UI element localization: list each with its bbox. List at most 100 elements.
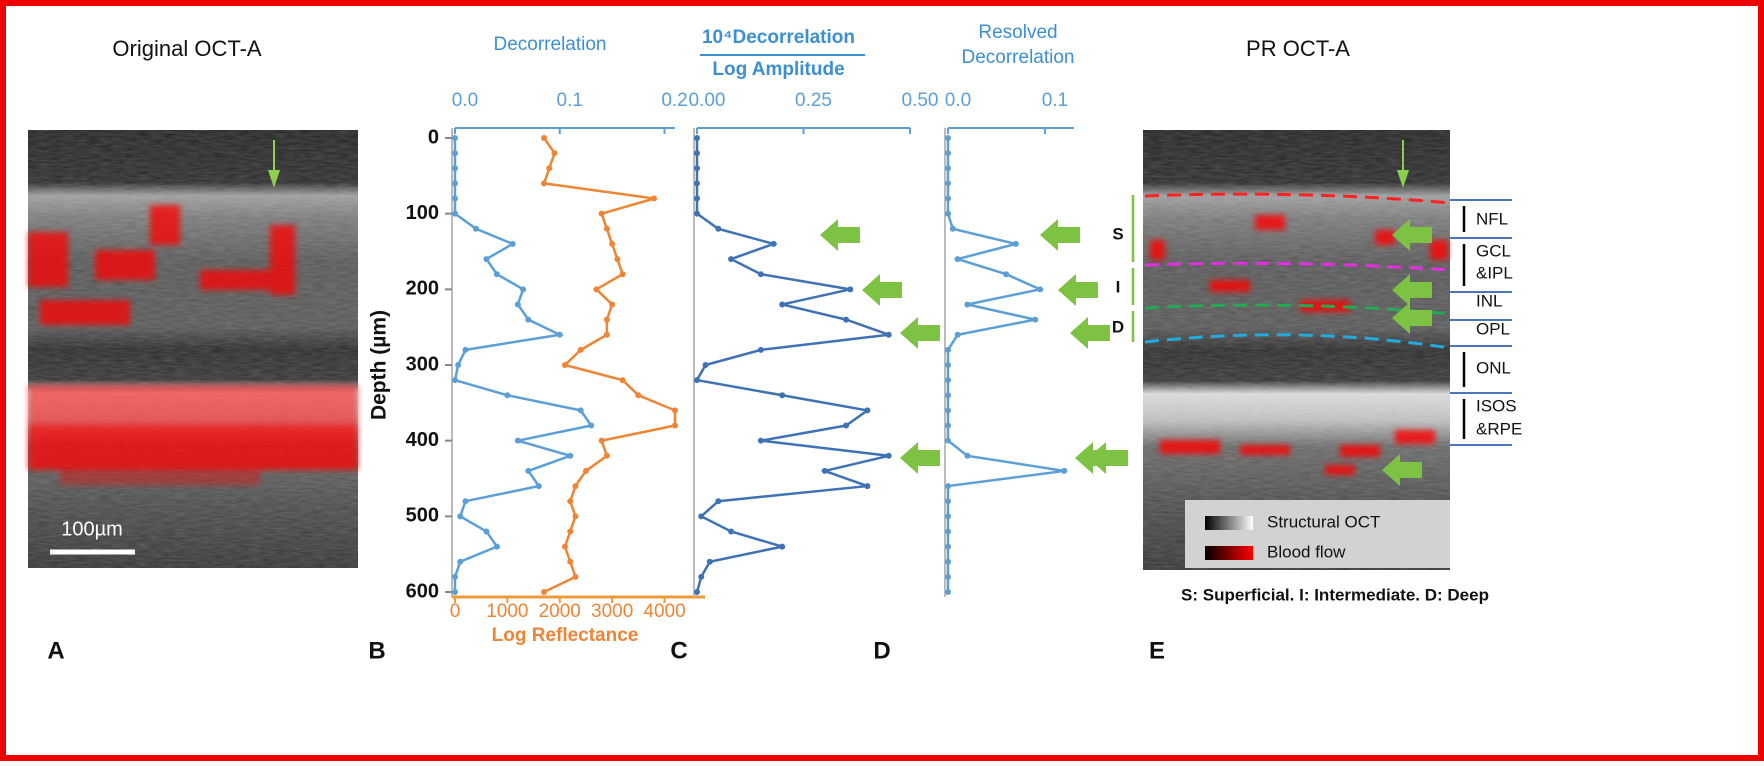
point [698, 574, 704, 580]
point [715, 226, 721, 232]
y-tick-label: 600 [406, 580, 439, 602]
point [515, 301, 521, 307]
legend-swatch [1205, 546, 1253, 560]
point [541, 135, 547, 141]
x-axis-title: Decorrelation [494, 34, 607, 55]
point [567, 498, 573, 504]
point [945, 196, 951, 202]
layer-label: ONL [1476, 358, 1511, 377]
point [620, 377, 626, 383]
point [1061, 468, 1067, 474]
point [552, 150, 558, 156]
annotation-arrow [1040, 219, 1080, 251]
x-tick-label: 0.1 [1042, 90, 1068, 111]
point [593, 286, 599, 292]
plexus-label: I [1116, 277, 1121, 296]
point [694, 589, 700, 595]
point [945, 347, 951, 353]
point [771, 241, 777, 247]
point [604, 332, 610, 338]
point [694, 196, 700, 202]
point [588, 423, 594, 429]
point [728, 256, 734, 262]
point [525, 317, 531, 323]
legend-swatch [1205, 516, 1253, 530]
point [694, 211, 700, 217]
point [457, 559, 463, 565]
point [945, 362, 951, 368]
point [452, 196, 458, 202]
point [843, 317, 849, 323]
x-tick-label: 0.2 [661, 90, 687, 111]
x-tick-label: 0.25 [795, 90, 832, 111]
point [945, 165, 951, 171]
plexus-label: S [1112, 224, 1123, 243]
point [562, 362, 568, 368]
point [945, 589, 951, 595]
point [945, 211, 951, 217]
oct-texture [28, 130, 358, 568]
layer-label: NFL [1476, 209, 1508, 228]
point [950, 226, 956, 232]
y-tick-label: 400 [406, 429, 439, 451]
layer-label: GCL [1476, 241, 1511, 260]
layer-label: &RPE [1476, 419, 1522, 438]
point [452, 589, 458, 595]
point [945, 392, 951, 398]
legend-label: Structural OCT [1267, 512, 1380, 531]
point [758, 271, 764, 277]
point [572, 483, 578, 489]
point [822, 468, 828, 474]
point [694, 377, 700, 383]
layer-label: OPL [1476, 319, 1510, 338]
point [694, 135, 700, 141]
point [452, 135, 458, 141]
point [779, 392, 785, 398]
x2-tick-label: 0 [450, 601, 461, 622]
point [945, 180, 951, 186]
y-tick-label: 300 [406, 353, 439, 375]
x-tick-label: 0.00 [689, 90, 726, 111]
point [945, 438, 951, 444]
point [945, 150, 951, 156]
point [483, 256, 489, 262]
point [452, 377, 458, 383]
point [609, 241, 615, 247]
x-axis-title: Log Amplitude [712, 59, 844, 80]
point [455, 362, 461, 368]
x-tick-label: 0.1 [557, 90, 583, 111]
point [510, 241, 516, 247]
y-tick-label: 100 [406, 202, 439, 224]
point [964, 301, 970, 307]
layer-label: ISOS [1476, 396, 1517, 415]
point [945, 377, 951, 383]
point [452, 180, 458, 186]
point [779, 301, 785, 307]
point [715, 498, 721, 504]
plexus-label: D [1112, 317, 1124, 336]
panel-label: B [368, 637, 385, 664]
x2-tick-label: 3000 [591, 601, 633, 622]
point [1037, 286, 1043, 292]
point [599, 211, 605, 217]
point [452, 211, 458, 217]
point [541, 589, 547, 595]
point [886, 453, 892, 459]
x2-axis-title: Log Reflectance [492, 625, 639, 646]
point [635, 392, 641, 398]
point [504, 392, 510, 398]
point [728, 528, 734, 534]
point [620, 271, 626, 277]
annotation-arrow [900, 442, 940, 474]
point [578, 407, 584, 413]
annotation-arrow [862, 274, 902, 306]
point [964, 453, 970, 459]
point [945, 498, 951, 504]
layer-label: &IPL [1476, 263, 1513, 282]
point [758, 347, 764, 353]
point [703, 362, 709, 368]
point [1013, 241, 1019, 247]
point [462, 498, 468, 504]
x2-tick-label: 2000 [539, 601, 581, 622]
annotation-arrow [1088, 442, 1128, 474]
